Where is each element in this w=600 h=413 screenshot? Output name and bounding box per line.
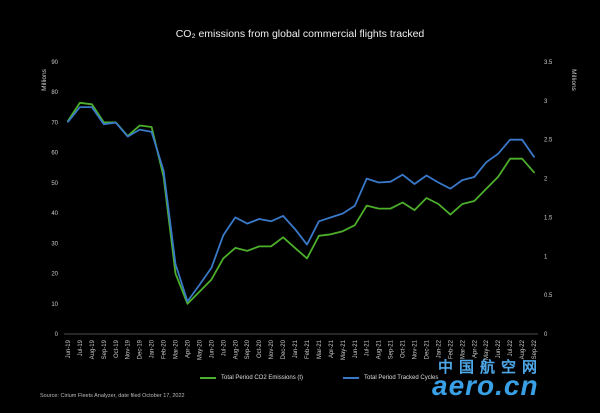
x-tick-label: Jun-20: [209, 339, 215, 358]
x-tick-label: Jun-19: [66, 339, 72, 358]
right-tick-label: 1.5: [544, 215, 553, 221]
x-tick-label: Jan-22: [436, 339, 442, 358]
x-tick-label: Feb-22: [448, 339, 454, 359]
left-y-axis: 0 10 20 30 40 50 60 70 80 90: [51, 60, 58, 338]
x-tick-label: Oct-19: [114, 339, 120, 358]
watermark-en-text: aero.cn: [432, 370, 539, 401]
legend-swatch-co2: [200, 377, 216, 379]
left-tick-label: 70: [51, 120, 58, 126]
left-tick-label: 50: [51, 181, 58, 187]
legend-swatch-cycles: [343, 377, 360, 379]
x-axis: Jun-19 Jul-19 Aug-19 Sep-19 Oct-19 Nov-19 Dec-…: [64, 333, 538, 360]
left-tick-label: 20: [51, 272, 58, 278]
series-line-co2-emissions: [67, 101, 535, 305]
x-tick-label: Mar-20: [174, 339, 180, 359]
x-tick-label: Dec-20: [281, 339, 287, 359]
x-tick-label: Nov-21: [413, 339, 419, 359]
right-tick-label: 2: [544, 177, 548, 183]
series-line-tracked-cycles: [67, 106, 535, 303]
x-tick-label: May-21: [341, 339, 347, 360]
x-tick-label: Apr-20: [185, 339, 191, 358]
x-tick-label: Sep-21: [389, 339, 395, 359]
x-tick-label: Feb-21: [305, 339, 311, 359]
x-tick-label: Aug-20: [233, 339, 239, 359]
left-tick-label: 0: [55, 332, 59, 338]
left-tick-label: 90: [51, 60, 58, 66]
left-tick-label: 10: [51, 302, 58, 308]
x-tick-label: Jun-22: [496, 339, 502, 358]
x-tick-label: May-22: [484, 339, 490, 360]
x-tick-label: Sep-20: [245, 339, 251, 359]
x-tick-label: Jan-20: [150, 339, 156, 358]
x-tick-label: Jul-21: [365, 339, 371, 356]
aero-cn-watermark-logo: 中国航空网 aero.cn: [432, 356, 592, 408]
x-tick-label: Apr-22: [472, 339, 478, 358]
left-tick-label: 40: [51, 211, 58, 217]
x-tick-label: Jan-21: [293, 339, 299, 358]
x-tick-label: Jul-19: [78, 339, 84, 356]
x-tick-label: May-20: [197, 339, 203, 360]
left-tick-label: 80: [51, 90, 58, 96]
x-tick-label: Mar-21: [317, 339, 323, 359]
right-tick-label: 1: [544, 254, 548, 260]
x-tick-label: Apr-21: [329, 339, 335, 358]
right-tick-label: 3.5: [544, 60, 553, 66]
right-tick-label: 2.5: [544, 138, 553, 144]
legend-item-cycles: Total Period Tracked Cycles: [343, 375, 438, 381]
chart-title: CO₂ emissions from global commercial fli…: [175, 28, 425, 40]
right-axis-title: Millions: [570, 69, 577, 91]
x-tick-label: Oct-21: [401, 339, 407, 358]
legend-item-co2: Total Period CO2 Emissions (t): [200, 375, 303, 381]
x-tick-label: Nov-20: [269, 339, 275, 359]
x-tick-label: Sep-22: [532, 339, 538, 359]
legend: Total Period CO2 Emissions (t) Total Per…: [200, 375, 438, 381]
x-tick-label: Aug-19: [90, 339, 96, 359]
x-tick-label: Mar-22: [460, 339, 466, 359]
left-tick-label: 30: [51, 241, 58, 247]
x-tick-label: Sep-19: [102, 339, 108, 359]
series-layer: [67, 101, 535, 305]
x-tick-label: Aug-21: [377, 339, 383, 359]
x-tick-label: Jun-21: [353, 339, 359, 358]
right-tick-label: 0: [544, 332, 548, 338]
x-tick-label: Dec-21: [424, 339, 430, 359]
x-tick-label: Aug-22: [520, 339, 526, 359]
legend-label-cycles: Total Period Tracked Cycles: [364, 375, 439, 381]
x-tick-label: Oct-20: [257, 339, 263, 358]
source-note: Source: Cirium Fleets Analyzer, date fil…: [40, 393, 185, 399]
x-tick-label: Nov-19: [126, 339, 132, 359]
left-tick-label: 60: [51, 151, 58, 157]
left-axis-title: Millions: [41, 68, 48, 90]
watermark-cn-text: 中国航空网: [438, 359, 544, 376]
x-tick-label: Jul-22: [508, 339, 514, 356]
right-y-axis: 0 0.5 1 1.5 2 2.5 3 3.5: [544, 60, 553, 338]
right-tick-label: 3: [544, 99, 548, 105]
x-tick-label: Jul-20: [221, 339, 227, 356]
x-tick-label: Feb-20: [162, 339, 168, 359]
right-tick-label: 0.5: [544, 293, 553, 299]
x-tick-label: Dec-19: [138, 339, 144, 359]
legend-label-co2: Total Period CO2 Emissions (t): [221, 375, 304, 381]
